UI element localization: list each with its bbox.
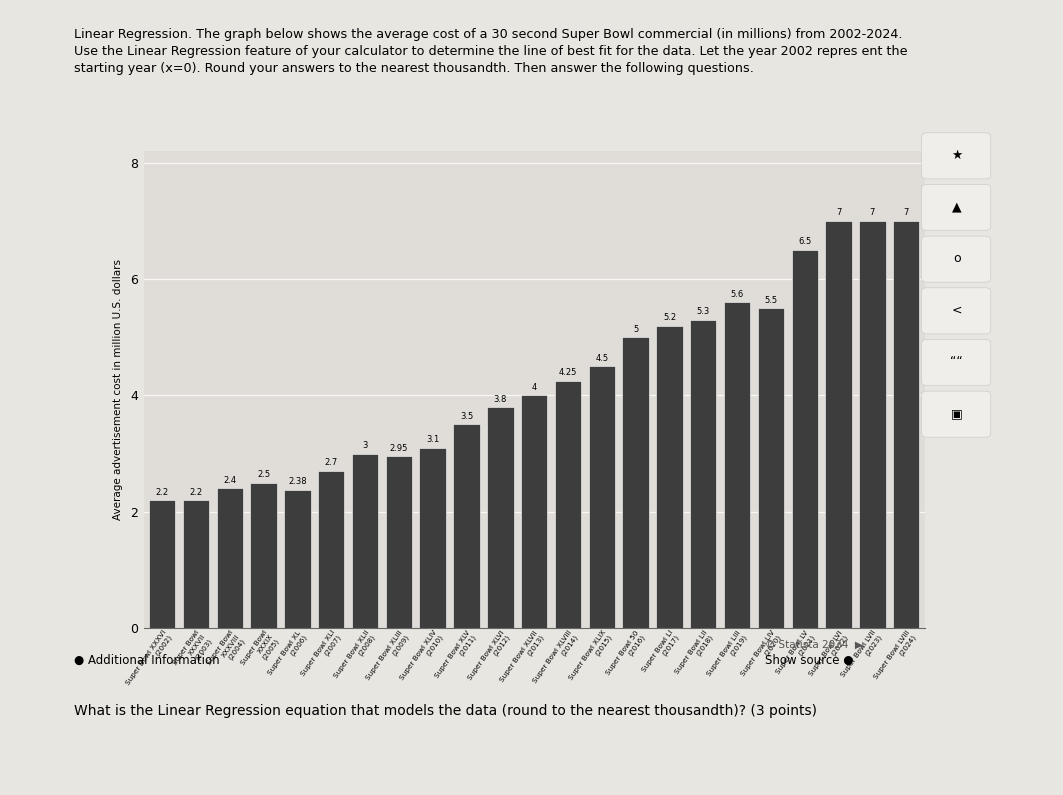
Bar: [521, 395, 547, 628]
Bar: [251, 483, 276, 628]
Text: 5.5: 5.5: [764, 296, 777, 304]
Bar: [690, 320, 716, 628]
Text: © Statista 2024  ▶: © Statista 2024 ▶: [765, 640, 863, 650]
Text: ▣: ▣: [950, 407, 963, 420]
Text: 5.6: 5.6: [730, 290, 744, 299]
Text: 3.5: 3.5: [460, 412, 473, 421]
Bar: [758, 308, 784, 628]
Bar: [656, 326, 682, 628]
Text: 5.2: 5.2: [663, 313, 676, 322]
Text: ▲: ▲: [951, 200, 962, 213]
Text: ““: ““: [950, 355, 963, 368]
Y-axis label: Average advertisement cost in million U.S. dollars: Average advertisement cost in million U.…: [113, 259, 123, 520]
Bar: [386, 456, 412, 628]
Bar: [589, 366, 615, 628]
Text: 2.2: 2.2: [189, 487, 202, 497]
Bar: [487, 407, 513, 628]
Bar: [859, 221, 885, 628]
Bar: [792, 250, 817, 628]
Bar: [284, 490, 310, 628]
Bar: [352, 453, 378, 628]
Text: <: <: [951, 304, 962, 316]
Text: 5.3: 5.3: [696, 307, 710, 316]
Text: 3.1: 3.1: [426, 435, 439, 444]
Text: 4.5: 4.5: [595, 354, 608, 363]
Bar: [453, 425, 479, 628]
Text: 7: 7: [870, 208, 875, 217]
Text: What is the Linear Regression equation that models the data (round to the neares: What is the Linear Regression equation t…: [74, 704, 817, 718]
Bar: [318, 471, 344, 628]
Text: 4: 4: [532, 383, 537, 392]
Text: 2.2: 2.2: [155, 487, 169, 497]
Bar: [724, 302, 750, 628]
Text: ● Additional Information: ● Additional Information: [74, 653, 220, 666]
Text: 4.25: 4.25: [559, 368, 577, 378]
Text: o: o: [952, 252, 961, 265]
Bar: [149, 500, 175, 628]
Bar: [420, 448, 445, 628]
Text: 2.95: 2.95: [390, 444, 408, 453]
Text: 3: 3: [362, 441, 368, 450]
Bar: [183, 500, 209, 628]
Bar: [555, 381, 581, 628]
Text: ★: ★: [951, 149, 962, 161]
Bar: [825, 221, 851, 628]
Bar: [623, 337, 648, 628]
Text: 3.8: 3.8: [493, 394, 507, 404]
Text: 2.7: 2.7: [324, 459, 338, 467]
Text: Linear Regression. The graph below shows the average cost of a 30 second Super B: Linear Regression. The graph below shows…: [74, 28, 908, 75]
Text: 2.38: 2.38: [288, 477, 307, 486]
Bar: [217, 488, 243, 628]
Text: 6.5: 6.5: [798, 238, 811, 246]
Text: 5: 5: [632, 324, 638, 334]
Text: 2.4: 2.4: [223, 476, 236, 485]
Text: Show source ●: Show source ●: [765, 653, 854, 666]
Bar: [893, 221, 919, 628]
Text: 7: 7: [904, 208, 909, 217]
Text: 7: 7: [836, 208, 841, 217]
Text: 2.5: 2.5: [257, 470, 270, 479]
